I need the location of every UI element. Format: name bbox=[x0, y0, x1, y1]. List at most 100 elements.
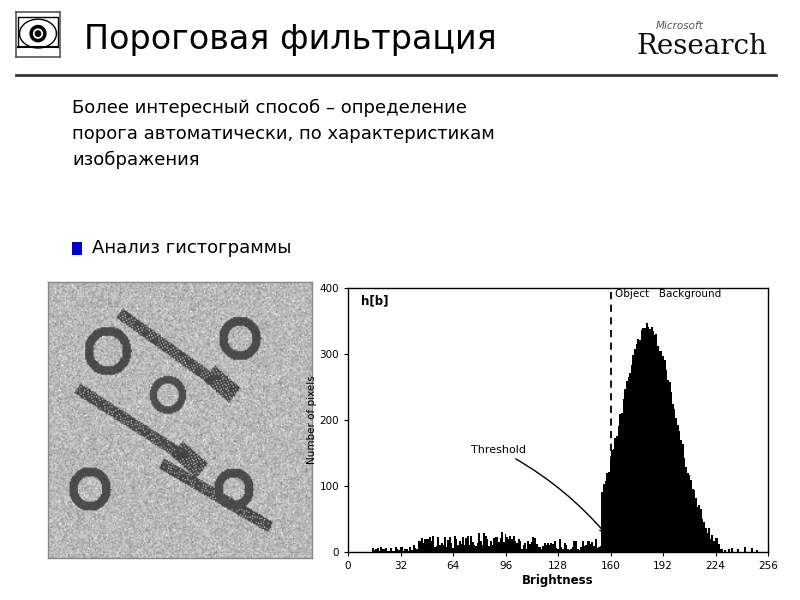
Bar bbox=[638, 339, 639, 552]
Bar bbox=[702, 518, 703, 552]
Bar bbox=[616, 436, 618, 552]
Bar bbox=[652, 331, 654, 552]
Bar bbox=[566, 545, 567, 552]
Bar bbox=[522, 545, 525, 552]
Bar bbox=[462, 538, 464, 552]
Bar bbox=[695, 499, 697, 552]
Bar bbox=[552, 544, 554, 552]
Bar bbox=[378, 551, 380, 552]
Bar bbox=[682, 444, 684, 552]
Bar bbox=[683, 458, 686, 552]
Bar bbox=[496, 538, 498, 552]
Bar bbox=[672, 404, 674, 552]
Bar bbox=[424, 539, 426, 552]
Text: Threshold: Threshold bbox=[471, 445, 605, 532]
Bar bbox=[613, 449, 614, 552]
Bar bbox=[660, 351, 662, 552]
Bar bbox=[505, 533, 506, 552]
Bar bbox=[631, 365, 633, 552]
Bar bbox=[593, 546, 595, 552]
Bar bbox=[494, 537, 497, 552]
Bar bbox=[469, 545, 470, 552]
Bar bbox=[608, 472, 610, 552]
Bar bbox=[394, 547, 397, 552]
Bar bbox=[577, 548, 578, 552]
Bar bbox=[430, 541, 433, 552]
Bar bbox=[421, 538, 423, 552]
Bar bbox=[457, 545, 459, 552]
Bar bbox=[690, 481, 692, 552]
Bar bbox=[716, 538, 718, 552]
Bar bbox=[391, 551, 394, 552]
Bar bbox=[426, 539, 428, 552]
Bar bbox=[590, 544, 592, 552]
Bar bbox=[605, 481, 606, 552]
Bar bbox=[450, 544, 452, 552]
Bar bbox=[396, 550, 398, 552]
Text: Object   Background: Object Background bbox=[615, 289, 722, 299]
Bar bbox=[703, 521, 705, 552]
Bar bbox=[380, 547, 382, 552]
Bar bbox=[618, 426, 620, 552]
Bar bbox=[630, 373, 631, 552]
Bar bbox=[546, 545, 547, 552]
Bar bbox=[750, 548, 753, 552]
Bar bbox=[658, 351, 661, 552]
Bar bbox=[447, 540, 449, 552]
Bar bbox=[633, 355, 634, 552]
Bar bbox=[485, 535, 486, 552]
Bar bbox=[621, 413, 623, 552]
Bar bbox=[454, 536, 456, 552]
Bar bbox=[649, 329, 651, 552]
Bar bbox=[688, 475, 690, 552]
Bar bbox=[436, 546, 438, 552]
Bar bbox=[418, 541, 419, 552]
Bar bbox=[372, 548, 374, 552]
Bar bbox=[534, 538, 536, 552]
Bar bbox=[636, 344, 638, 552]
Bar bbox=[550, 544, 553, 552]
Bar bbox=[685, 467, 687, 552]
Bar bbox=[508, 539, 510, 552]
Bar bbox=[375, 550, 377, 552]
Bar bbox=[594, 539, 597, 552]
Bar bbox=[647, 327, 650, 552]
Bar bbox=[626, 381, 628, 552]
Text: Пороговая фильтрация: Пороговая фильтрация bbox=[84, 22, 497, 55]
Bar bbox=[516, 544, 518, 552]
Bar bbox=[606, 473, 608, 552]
Bar bbox=[463, 545, 466, 552]
Bar bbox=[680, 440, 682, 552]
Bar bbox=[678, 431, 680, 552]
Bar bbox=[402, 551, 405, 552]
Bar bbox=[731, 548, 733, 552]
Bar bbox=[446, 547, 447, 552]
Bar bbox=[514, 541, 516, 552]
Bar bbox=[377, 548, 378, 552]
Bar bbox=[603, 484, 605, 552]
Bar bbox=[486, 539, 489, 552]
Bar bbox=[600, 546, 602, 552]
Bar bbox=[432, 536, 434, 552]
Y-axis label: Number of pixels: Number of pixels bbox=[306, 376, 317, 464]
Bar bbox=[555, 548, 558, 552]
Bar bbox=[738, 549, 739, 552]
Bar bbox=[724, 550, 726, 552]
Bar bbox=[506, 537, 508, 552]
Bar bbox=[708, 527, 710, 552]
Text: h[b]: h[b] bbox=[361, 295, 389, 308]
Bar bbox=[411, 550, 413, 552]
Bar bbox=[622, 399, 625, 552]
Bar bbox=[657, 346, 659, 552]
Bar bbox=[413, 545, 414, 552]
Bar bbox=[458, 541, 461, 552]
Bar bbox=[567, 548, 569, 552]
Circle shape bbox=[35, 31, 41, 36]
Bar bbox=[586, 541, 589, 552]
Bar bbox=[405, 548, 406, 552]
Bar bbox=[650, 327, 653, 552]
Text: Microsoft: Microsoft bbox=[656, 21, 704, 31]
Bar bbox=[580, 547, 582, 552]
Bar bbox=[518, 539, 520, 552]
Bar bbox=[569, 550, 570, 552]
